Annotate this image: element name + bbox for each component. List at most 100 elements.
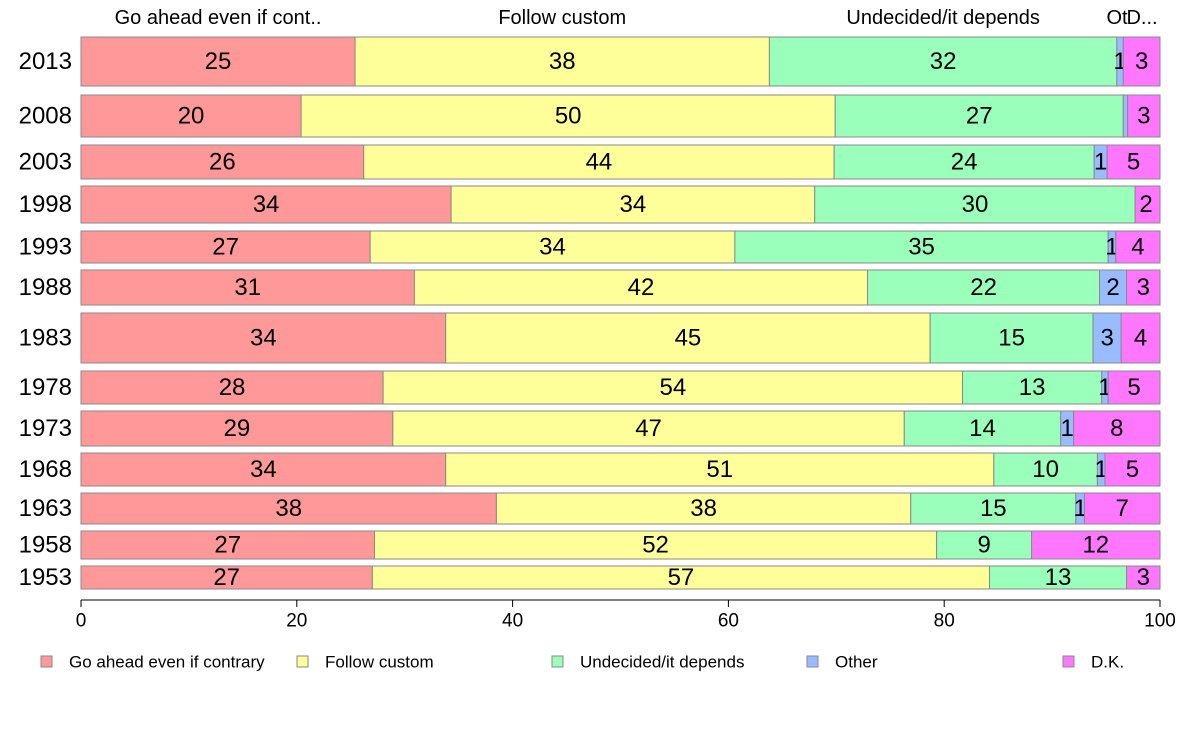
bar-segment — [80, 410, 394, 447]
data-label: 34 — [620, 191, 647, 218]
data-label: 30 — [962, 191, 989, 218]
y-tick-label: 2013 — [19, 48, 72, 75]
data-label: 13 — [1045, 564, 1072, 591]
legend-swatch — [806, 655, 819, 668]
bar-segment — [1127, 94, 1161, 138]
data-label: 52 — [642, 532, 669, 559]
bar-segment — [1073, 410, 1161, 447]
x-tick-label: 0 — [76, 611, 87, 632]
y-tick-label: 1973 — [19, 415, 72, 442]
data-label: 5 — [1126, 456, 1139, 483]
bar-segment — [80, 94, 302, 138]
data-label: 38 — [275, 495, 302, 522]
data-label: 3 — [1137, 103, 1150, 130]
bar-segment — [495, 492, 912, 525]
y-tick-label: 1998 — [19, 191, 72, 218]
bar-segment — [867, 269, 1101, 306]
top-label: Follow custom — [498, 7, 626, 29]
data-label: 47 — [635, 415, 662, 442]
data-label: 7 — [1116, 495, 1129, 522]
bar-segment — [993, 452, 1098, 487]
data-label: 34 — [539, 234, 566, 261]
data-label: 32 — [930, 48, 957, 75]
data-label: 45 — [675, 325, 702, 352]
data-label: 3 — [1137, 274, 1150, 301]
data-label: 4 — [1134, 325, 1147, 352]
x-tick-label: 40 — [502, 611, 523, 632]
data-label: 28 — [219, 374, 246, 401]
bar-segment — [1031, 530, 1161, 560]
top-label: D... — [1126, 7, 1157, 29]
bar-segment — [445, 312, 931, 364]
top-label: Ot — [1107, 7, 1129, 29]
y-tick-label: 2008 — [19, 103, 72, 130]
y-tick-label: 1958 — [19, 532, 72, 559]
data-label: 2 — [1139, 191, 1152, 218]
legend-label: Go ahead even if contrary — [69, 653, 265, 672]
data-label: 10 — [1032, 456, 1059, 483]
data-label: 51 — [706, 456, 733, 483]
y-tick-label: 1953 — [19, 564, 72, 591]
data-label: 1 — [1061, 415, 1074, 442]
data-label: 50 — [555, 103, 582, 130]
bar-segment — [1120, 312, 1161, 364]
bar-segment — [413, 269, 869, 306]
top-label: Undecided/it depends — [846, 7, 1039, 29]
data-label: 35 — [908, 234, 935, 261]
data-label: 3 — [1135, 48, 1148, 75]
bar-segment — [734, 230, 1109, 264]
bar-segment — [903, 410, 1062, 447]
data-label: 57 — [668, 564, 695, 591]
data-label: 27 — [212, 234, 239, 261]
y-tick-label: 1978 — [19, 374, 72, 401]
bar-segment — [450, 185, 816, 224]
bar-segment — [1126, 269, 1161, 306]
data-label: 14 — [969, 415, 996, 442]
y-tick-label: 1968 — [19, 456, 72, 483]
data-label: 38 — [690, 495, 717, 522]
legend-label: Undecided/it depends — [580, 653, 744, 672]
y-tick-label: 1963 — [19, 495, 72, 522]
data-label: 25 — [205, 48, 232, 75]
bar-segment — [80, 36, 356, 87]
legend-label: Other — [835, 653, 878, 672]
data-label: 15 — [998, 325, 1025, 352]
data-label: 5 — [1127, 149, 1140, 176]
data-label: 34 — [250, 325, 277, 352]
top-label: Go ahead even if cont.. — [115, 7, 322, 29]
data-label: 38 — [549, 48, 576, 75]
bar-segment — [300, 94, 836, 138]
data-label: 2 — [1106, 274, 1119, 301]
bar-segment — [80, 269, 415, 306]
legend-label: D.K. — [1091, 653, 1124, 672]
data-label: 44 — [586, 149, 613, 176]
bar-segment — [392, 410, 905, 447]
data-label: 54 — [659, 374, 686, 401]
x-tick-label: 20 — [286, 611, 307, 632]
data-label: 34 — [250, 456, 277, 483]
data-label: 3 — [1100, 325, 1113, 352]
bar-segment — [80, 530, 375, 560]
bar-segment — [80, 144, 365, 180]
bar-segment — [1122, 94, 1129, 138]
legend-swatch — [551, 655, 564, 668]
bar-segment — [80, 230, 371, 264]
data-label: 1 — [1073, 495, 1086, 522]
data-label: 24 — [951, 149, 978, 176]
bar-segment — [962, 370, 1103, 405]
bar-segment — [1104, 452, 1161, 487]
data-label: 4 — [1131, 234, 1144, 261]
bar-segment — [382, 370, 964, 405]
legend-swatch — [296, 655, 309, 668]
bar-segment — [1134, 185, 1161, 224]
data-label: 27 — [213, 564, 240, 591]
x-tick-label: 100 — [1144, 611, 1176, 632]
data-label: 8 — [1110, 415, 1123, 442]
data-label: 31 — [234, 274, 261, 301]
bar-segment — [814, 185, 1136, 224]
data-label: 29 — [224, 415, 251, 442]
y-tick-label: 1983 — [19, 325, 72, 352]
bar-segment — [80, 370, 384, 405]
data-label: 34 — [253, 191, 280, 218]
data-label: 5 — [1127, 374, 1140, 401]
